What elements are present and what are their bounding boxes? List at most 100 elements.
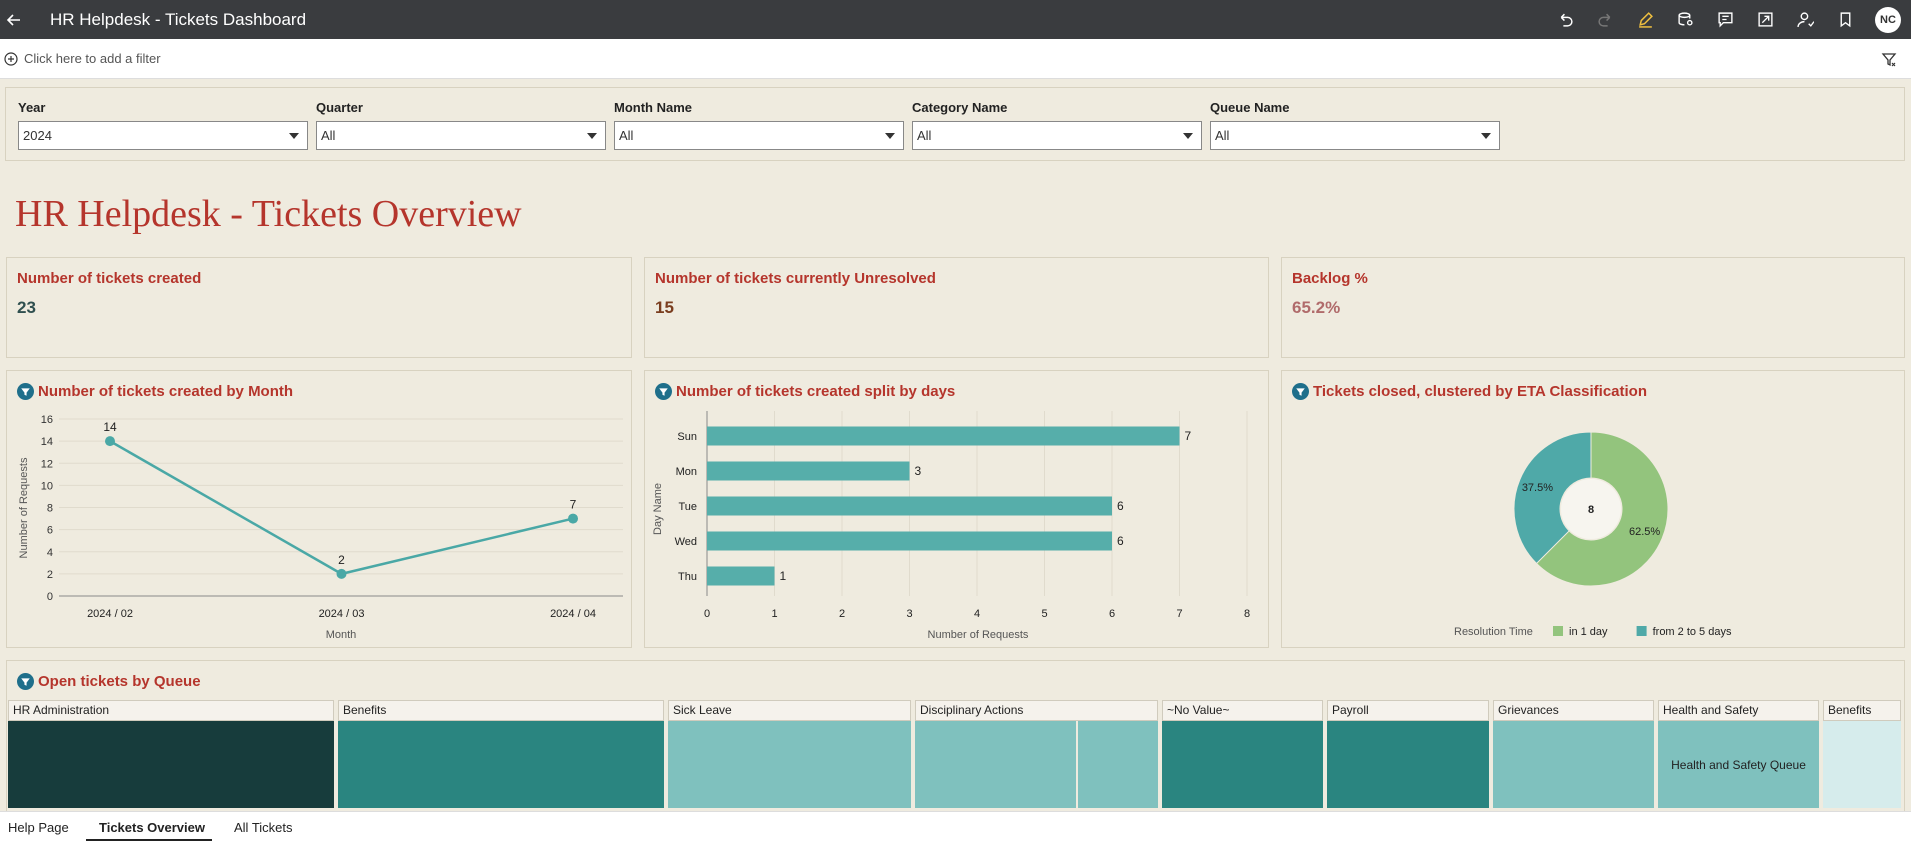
x-tick-label: 6 <box>1109 608 1115 620</box>
chart-card-by-month: Number of tickets created by Month 0 2 4 6 8… <box>6 370 632 648</box>
filter-bar: Click here to add a filter <box>0 39 1911 79</box>
bar[interactable] <box>707 426 1180 446</box>
y-tick-label: 16 <box>41 414 53 426</box>
line-chart: 0 2 4 6 8 10 12 14 16 14 2 7 2024 / 02 2024 / 03 2024 … <box>18 414 623 641</box>
chart-title: Number of tickets created split by days <box>676 383 956 400</box>
select-value: All <box>321 128 336 143</box>
edit-button[interactable] <box>1625 0 1665 39</box>
data-point[interactable] <box>568 513 578 524</box>
legend-label[interactable]: in 1 day <box>1569 626 1608 638</box>
prompt-label: Queue Name <box>1210 100 1290 115</box>
donut-chart: 62.5% 37.5% 8 Resolution Time in 1 day from 2… <box>1454 431 1732 638</box>
redo-button[interactable] <box>1585 0 1625 39</box>
filter-badge-icon[interactable] <box>1292 383 1309 400</box>
x-tick-label: 8 <box>1244 608 1250 620</box>
chart-card-by-days: Number of tickets created split by days … <box>644 370 1269 648</box>
treemap-tile[interactable]: Health and Safety Queue <box>1658 721 1819 808</box>
treemap-tile[interactable] <box>668 721 911 808</box>
kpi-card-created[interactable]: Number of tickets created 23 <box>6 257 632 358</box>
redo-icon <box>1597 13 1610 27</box>
y-tick-label: 12 <box>41 458 53 470</box>
kpi-card-unresolved[interactable]: Number of tickets currently Unresolved 1… <box>644 257 1269 358</box>
treemap-tile[interactable] <box>1823 721 1901 808</box>
treemap-tile[interactable] <box>1493 721 1654 808</box>
database-search-icon <box>1677 12 1693 26</box>
pie-slice[interactable] <box>1513 431 1592 565</box>
add-filter-button[interactable]: Click here to add a filter <box>4 51 161 66</box>
chart-title: Tickets closed, clustered by ETA Classif… <box>1313 383 1648 400</box>
data-point[interactable] <box>336 568 347 579</box>
treemap-tile[interactable] <box>8 721 334 808</box>
donut-center-label: 8 <box>1588 504 1594 516</box>
select-value: All <box>619 128 634 143</box>
tab-all-tickets[interactable]: All Tickets <box>234 820 293 835</box>
chart-title-wrap: Number of tickets created split by days <box>655 383 955 400</box>
chart-title-wrap: Number of tickets created by Month <box>17 383 293 400</box>
treemap-group[interactable]: Benefits <box>338 700 664 808</box>
bar[interactable] <box>707 566 775 586</box>
treemap-group-label: HR Administration <box>8 700 334 721</box>
filter-options-button[interactable] <box>1881 51 1897 72</box>
legend-swatch <box>1636 626 1647 636</box>
treemap-tile[interactable] <box>338 721 664 808</box>
treemap-tile[interactable] <box>915 721 1158 808</box>
present-icon <box>1757 12 1773 27</box>
bar[interactable] <box>707 531 1112 551</box>
avatar[interactable]: NC <box>1875 6 1901 33</box>
pencil-icon <box>1638 12 1653 28</box>
page-tabs: Help Page Tickets Overview All Tickets <box>0 811 1911 841</box>
treemap-group[interactable]: Grievances <box>1493 700 1654 808</box>
kpi-value: 65.2% <box>1292 298 1341 317</box>
y-tick-label: 0 <box>47 591 53 603</box>
select-value: All <box>917 128 932 143</box>
filter-badge-icon[interactable] <box>17 383 34 400</box>
data-label: 7 <box>1185 429 1192 443</box>
treemap-tile[interactable] <box>1162 721 1323 808</box>
legend-label[interactable]: from 2 to 5 days <box>1653 626 1732 638</box>
bookmark-button[interactable] <box>1825 0 1865 39</box>
share-button[interactable] <box>1785 0 1825 39</box>
data-label: 1 <box>780 569 787 583</box>
x-tick-label: 7 <box>1176 608 1182 620</box>
data-button[interactable] <box>1665 0 1705 39</box>
pie-slice[interactable] <box>1535 431 1669 587</box>
treemap-group[interactable]: Benefits <box>1823 700 1901 808</box>
prompt-label: Year <box>18 100 46 115</box>
category-name-select[interactable]: All <box>912 121 1202 150</box>
back-button[interactable] <box>2 8 26 32</box>
quarter-select[interactable]: All <box>316 121 606 150</box>
y-tick-label: 8 <box>47 503 53 515</box>
plus-circle-icon <box>4 51 18 66</box>
filter-badge-icon[interactable] <box>655 383 672 400</box>
y-tick-label: 10 <box>41 480 53 492</box>
queue-name-select[interactable]: All <box>1210 121 1500 150</box>
user-share-icon <box>1796 12 1814 28</box>
treemap-group[interactable]: Health and Safety Health and Safety Queue <box>1658 700 1819 808</box>
treemap-group[interactable]: HR Administration <box>8 700 334 808</box>
treemap-group[interactable]: Sick Leave <box>668 700 911 808</box>
filter-badge-icon[interactable] <box>17 673 34 690</box>
month-name-select[interactable]: All <box>614 121 904 150</box>
tab-help-page[interactable]: Help Page <box>8 820 69 835</box>
treemap-group[interactable]: Disciplinary Actions <box>915 700 1158 808</box>
app-header: HR Helpdesk - Tickets Dashboard NC <box>0 0 1911 39</box>
y-axis-title: Number of Requests <box>18 457 30 558</box>
tab-tickets-overview[interactable]: Tickets Overview <box>99 820 205 835</box>
y-tick-label: 4 <box>47 547 53 559</box>
undo-button[interactable] <box>1545 0 1585 39</box>
kpi-title: Number of tickets created <box>17 270 202 287</box>
bar[interactable] <box>707 461 910 481</box>
treemap-tile[interactable] <box>1327 721 1489 808</box>
kpi-card-backlog[interactable]: Backlog % 65.2% <box>1281 257 1905 358</box>
x-axis-title: Number of Requests <box>928 629 1029 641</box>
legend-title: Resolution Time <box>1454 626 1533 638</box>
treemap-group[interactable]: ~No Value~ <box>1162 700 1323 808</box>
year-select[interactable]: 2024 <box>18 121 308 150</box>
prompt-queue-name: Queue Name All <box>1210 100 1500 150</box>
comments-button[interactable] <box>1705 0 1745 39</box>
present-button[interactable] <box>1745 0 1785 39</box>
y-tick-label: 14 <box>41 436 53 448</box>
bar[interactable] <box>707 496 1112 516</box>
treemap-group[interactable]: Payroll <box>1327 700 1489 808</box>
data-point[interactable] <box>105 436 115 447</box>
